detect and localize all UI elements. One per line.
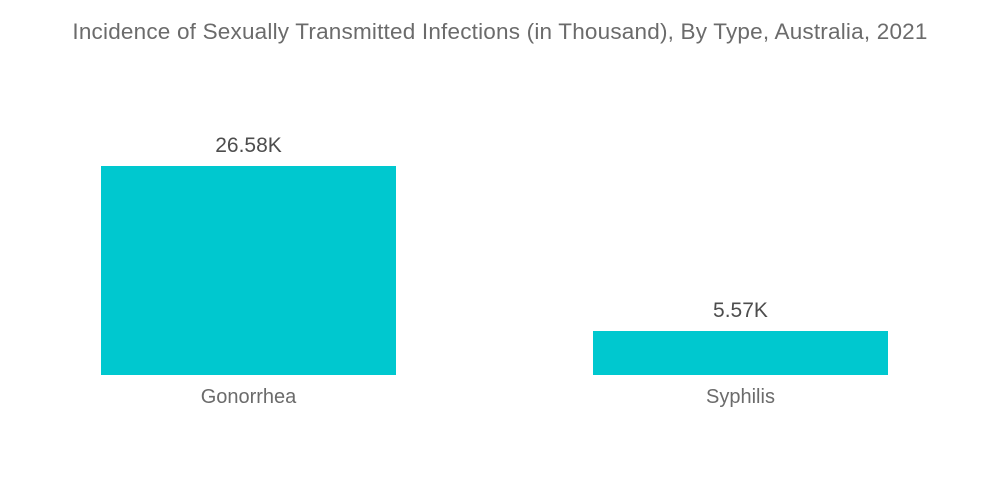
category-label-gonorrhea: Gonorrhea (200, 386, 297, 408)
bar-value-label-gonorrhea: 26.58K (215, 134, 282, 157)
chart-title: Incidence of Sexually Transmitted Infect… (72, 19, 928, 44)
bar-gonorrhea (101, 166, 396, 375)
bar-syphilis (593, 331, 888, 375)
bar-value-label-syphilis: 5.57K (713, 299, 768, 322)
category-label-syphilis: Syphilis (706, 386, 775, 408)
